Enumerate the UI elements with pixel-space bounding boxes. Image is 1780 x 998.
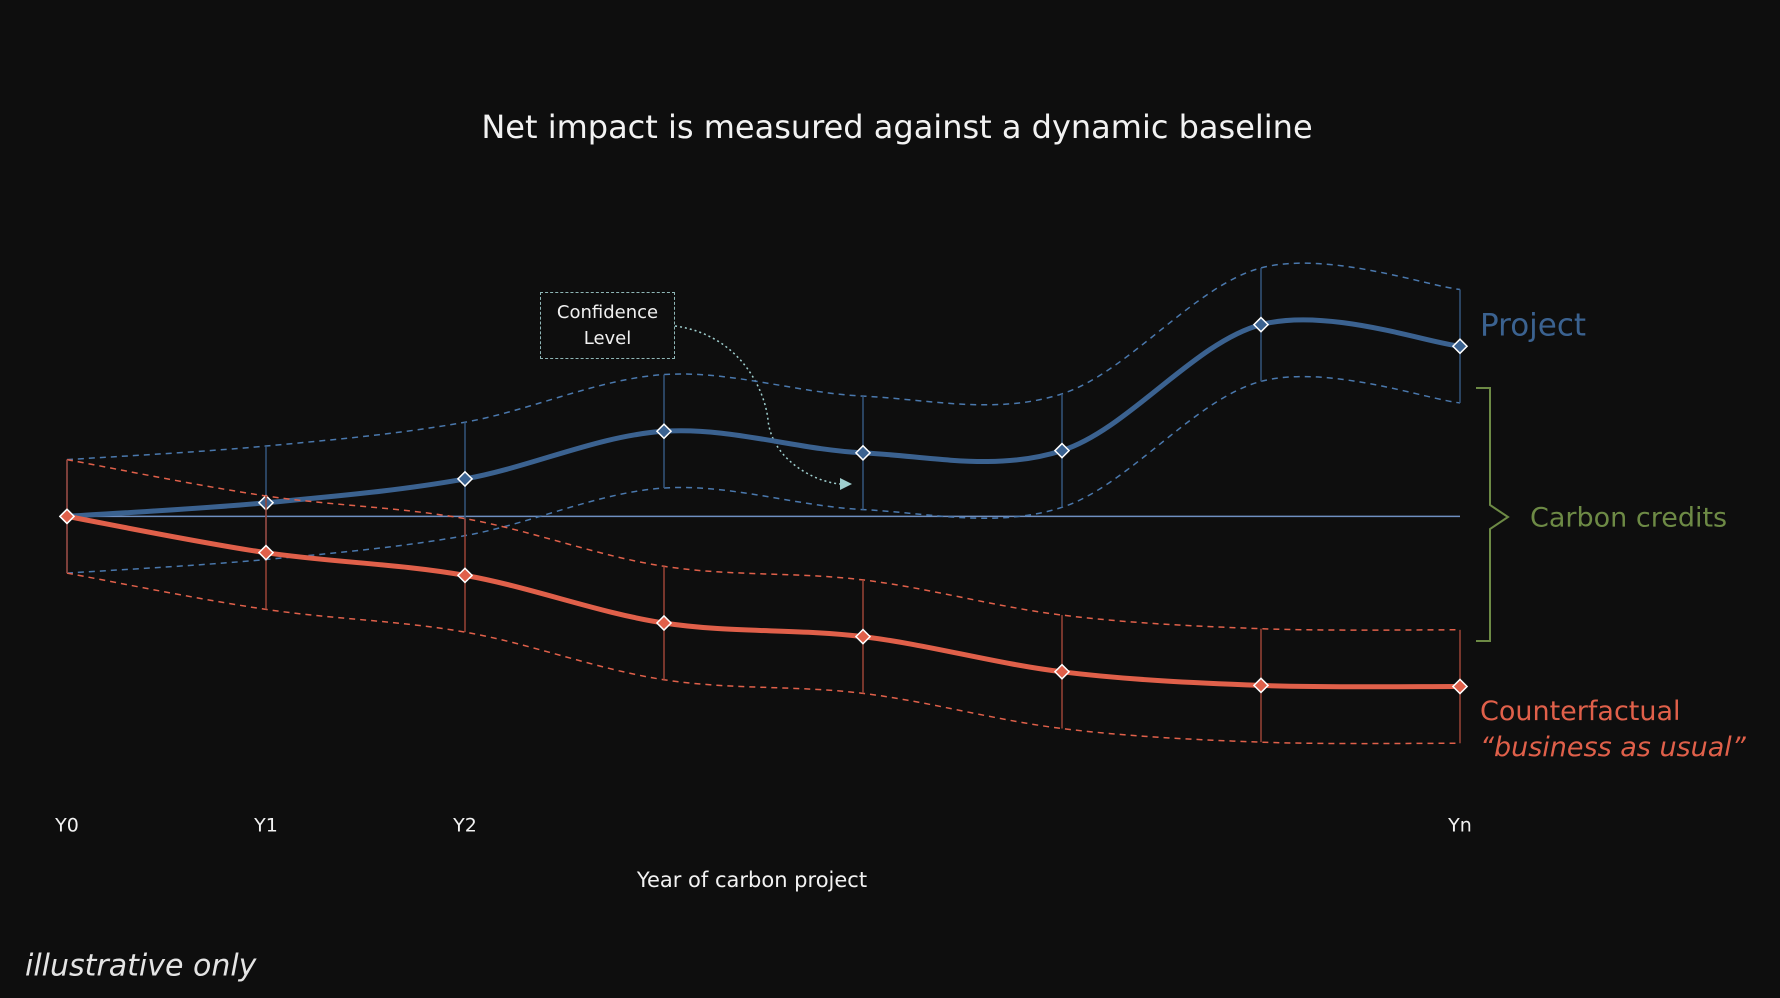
x-tick-label: Y0	[54, 815, 79, 837]
series-line	[66, 513, 1461, 690]
data-point	[257, 544, 275, 561]
data-point	[1252, 677, 1270, 694]
series-note: “business as usual”	[1480, 732, 1747, 763]
data-point	[655, 614, 673, 632]
x-axis-label: Year of carbon project	[636, 868, 867, 892]
data-point	[58, 508, 76, 525]
data-point	[1451, 338, 1469, 355]
bracket	[1476, 387, 1510, 642]
x-tick-label: Yn	[1447, 815, 1472, 837]
annotation-box: Confidence Level	[540, 292, 675, 359]
series-line	[66, 317, 1461, 519]
confidence-band	[66, 458, 1461, 631]
annotation-arrow	[674, 325, 841, 485]
series-label: Counterfactual	[1480, 696, 1681, 727]
data-point	[456, 470, 474, 488]
chart-title: Net impact is measured against a dynamic…	[481, 108, 1312, 146]
confidence-band	[66, 572, 1461, 745]
x-tick-label: Y2	[452, 815, 477, 837]
data-point	[1252, 316, 1270, 333]
data-point	[854, 628, 872, 645]
confidence-band	[66, 375, 1461, 574]
bracket-label: Carbon credits	[1530, 503, 1727, 534]
data-point	[1053, 442, 1071, 459]
arrow-head	[840, 478, 852, 490]
data-point	[1451, 678, 1469, 695]
confidence-band	[66, 262, 1461, 461]
data-point	[655, 423, 673, 440]
data-point	[854, 444, 872, 461]
data-point	[456, 567, 474, 584]
footnote: illustrative only	[25, 949, 258, 984]
x-tick-label: Y1	[253, 815, 278, 837]
series-label: Project	[1480, 308, 1586, 344]
data-point	[1053, 663, 1071, 680]
